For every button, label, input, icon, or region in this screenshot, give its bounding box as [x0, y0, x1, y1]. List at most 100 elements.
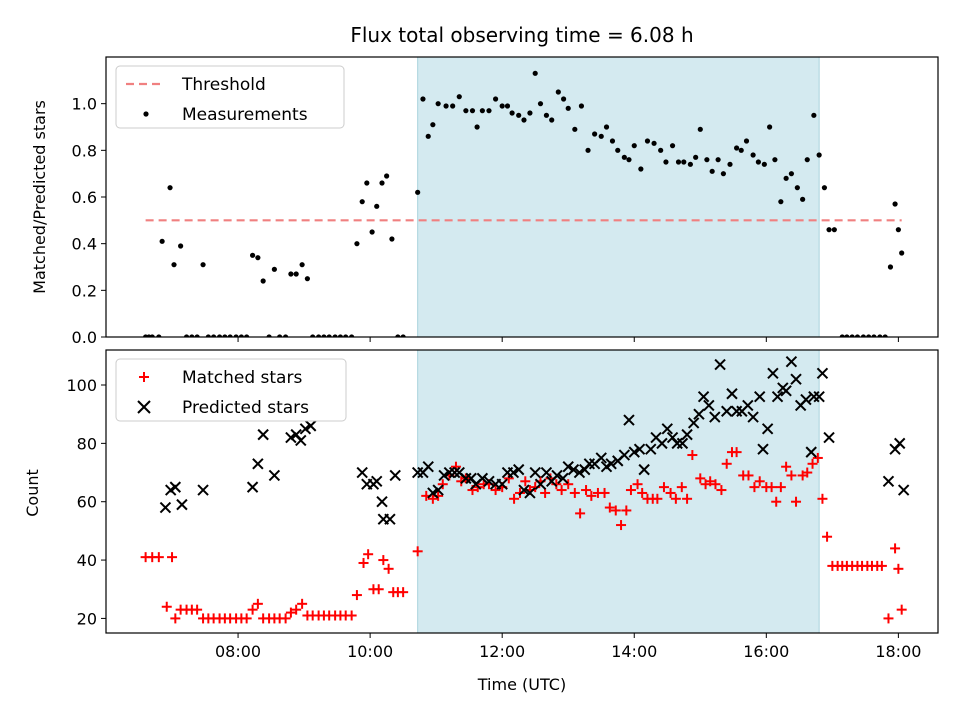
measurement-point — [609, 138, 616, 144]
measurement-point — [171, 262, 177, 268]
predicted-star-marker — [661, 423, 673, 435]
measurement-point — [561, 96, 567, 102]
measurement-point — [183, 334, 190, 337]
measurement-point — [337, 334, 344, 337]
predicted-star-marker — [780, 385, 792, 397]
legend-label: Measurements — [182, 105, 308, 125]
y-tick-label: 1.0 — [72, 95, 97, 114]
axes-frame — [105, 349, 939, 634]
data-layer — [140, 355, 910, 624]
predicted-star-marker — [518, 484, 530, 496]
measurement-point — [384, 173, 390, 179]
measurement-point — [200, 262, 206, 268]
measurement-point — [578, 103, 585, 109]
measurement-point — [260, 278, 266, 284]
measurement-point — [216, 334, 223, 337]
legend-label: Threshold — [181, 75, 266, 95]
predicted-star-marker — [573, 466, 586, 479]
measurement-point — [592, 131, 598, 137]
predicted-star-marker — [304, 420, 317, 432]
predicted-star-marker — [496, 478, 508, 490]
measurement-point — [450, 103, 456, 109]
predicted-star-marker — [595, 452, 607, 464]
measurement-point — [316, 334, 322, 337]
predicted-star-marker — [197, 484, 209, 496]
measurement-point — [400, 334, 406, 337]
measurement-point — [877, 334, 883, 337]
measurement-point — [288, 271, 294, 277]
matched-star-marker — [687, 450, 698, 461]
predicted-star-marker — [823, 431, 835, 444]
observing-window-shade — [417, 349, 820, 634]
predicted-star-marker — [534, 478, 547, 490]
measurement-point — [369, 229, 375, 235]
measurement-point — [899, 250, 905, 256]
predicted-star-marker — [176, 498, 188, 511]
matched-star-marker — [581, 485, 592, 496]
predicted-star-marker — [638, 463, 650, 476]
measurement-point — [425, 133, 431, 139]
measurement-point — [631, 143, 637, 149]
measurement-point — [479, 108, 485, 114]
matched-star-marker — [398, 587, 409, 598]
matched-star-marker — [192, 604, 203, 615]
predicted-star-marker — [687, 417, 700, 429]
legend-label: Predicted stars — [182, 398, 309, 418]
y-tick-label: 0.8 — [72, 141, 97, 160]
measurement-point — [783, 175, 789, 181]
predicted-star-marker — [422, 460, 434, 473]
matched-star-marker — [731, 447, 742, 458]
measurement-point — [194, 334, 200, 337]
matched-star-marker — [586, 490, 597, 501]
matched-star-marker — [652, 493, 663, 504]
matched-star-marker — [807, 458, 818, 469]
measurement-point — [709, 168, 715, 174]
matched-star-marker — [670, 493, 681, 504]
measurement-point — [598, 133, 604, 139]
measurement-point — [738, 147, 744, 153]
measurement-point — [499, 103, 505, 109]
predicted-star-marker — [512, 463, 525, 476]
measurement-point — [658, 147, 664, 153]
measurement-point — [395, 334, 401, 337]
x-axis-label: Time (UTC) — [477, 675, 566, 694]
measurement-point — [687, 161, 693, 167]
measurement-point — [456, 94, 462, 100]
matched-star-marker — [241, 613, 252, 624]
measurement-point — [543, 112, 550, 118]
predicted-star-marker — [605, 458, 617, 470]
matched-star-marker — [170, 613, 181, 624]
predicted-star-marker — [169, 481, 182, 493]
matched-star-marker — [540, 487, 551, 498]
measurement-point — [871, 334, 877, 337]
matched-star-marker — [437, 479, 448, 490]
matched-star-marker — [822, 531, 833, 542]
measurement-point — [849, 334, 855, 337]
matched-star-marker — [621, 505, 632, 516]
matched-star-marker — [280, 613, 291, 624]
matched-star-marker — [291, 604, 302, 615]
measurement-point — [603, 124, 610, 130]
matched-star-marker — [721, 458, 732, 469]
y-tick-label: 0.6 — [72, 188, 97, 207]
matched-star-marker — [490, 485, 501, 496]
measurement-point — [364, 180, 370, 186]
matched-star-marker — [791, 496, 802, 507]
predicted-star-marker — [618, 449, 631, 461]
measurement-point — [211, 334, 217, 337]
measurement-point — [474, 124, 480, 130]
matched-star-marker — [775, 482, 786, 493]
predicted-star-marker — [790, 373, 802, 385]
predicted-star-marker — [376, 496, 388, 508]
predicted-star-marker — [476, 472, 489, 485]
measurement-point — [249, 252, 256, 258]
matched-star-marker — [625, 485, 636, 496]
matched-star-marker — [346, 610, 357, 621]
predicted-star-marker — [623, 414, 635, 426]
matched-star-marker — [749, 482, 760, 493]
measurement-point — [463, 108, 469, 114]
measurement-point — [826, 227, 832, 233]
measurement-point — [555, 89, 561, 95]
measurement-point — [693, 154, 699, 160]
